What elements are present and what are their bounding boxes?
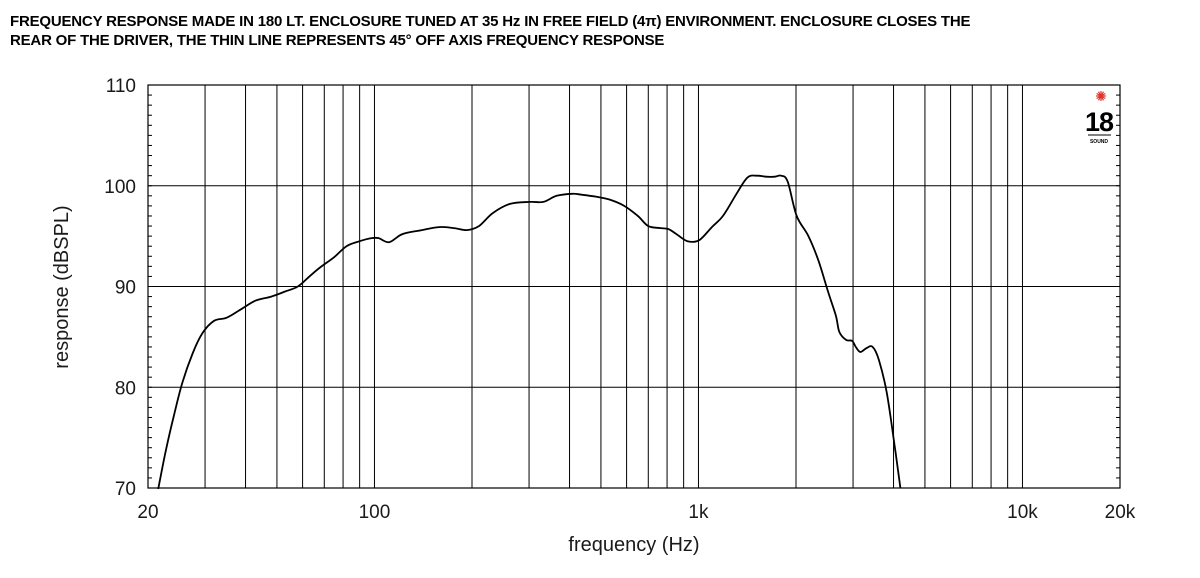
logo-subtext: SOUND	[1090, 139, 1108, 145]
grid	[148, 85, 1120, 488]
logo-number: 18	[1085, 107, 1114, 137]
brand-logo: 18 SOUND	[1085, 91, 1115, 145]
sound-wave-icon	[1096, 91, 1106, 101]
y-tick-label: 80	[115, 378, 136, 399]
y-tick-label: 110	[106, 76, 136, 97]
chart-title-line-1: FREQUENCY RESPONSE MADE IN 180 LT. ENCLO…	[10, 13, 971, 30]
x-tick-label: 10k	[1007, 502, 1038, 523]
chart-title-line-2: REAR OF THE DRIVER, THE THIN LINE REPRES…	[10, 32, 665, 49]
y-tick-label: 90	[115, 278, 136, 299]
x-tick-label: 100	[359, 502, 391, 523]
x-tick-label: 1k	[688, 502, 709, 523]
y-tick-label: 100	[104, 177, 136, 198]
curves	[157, 174, 902, 490]
x-tick-label: 20	[137, 502, 158, 523]
tick-labels: 70 80 90 100 110 20 100 1k 10k 20k	[104, 76, 1136, 523]
y-tick-label: 70	[115, 479, 136, 500]
x-tick-label: 20k	[1105, 502, 1136, 523]
plot-frame	[147, 84, 1121, 489]
x-axis-label: frequency (Hz)	[568, 534, 699, 556]
y-axis-label: response (dBSPL)	[51, 205, 73, 368]
minor-ticks	[148, 94, 1120, 479]
on-axis-response-curve	[157, 174, 902, 490]
logo-star-center	[1099, 94, 1103, 98]
chart-title: FREQUENCY RESPONSE MADE IN 180 LT. ENCLO…	[10, 12, 1190, 50]
